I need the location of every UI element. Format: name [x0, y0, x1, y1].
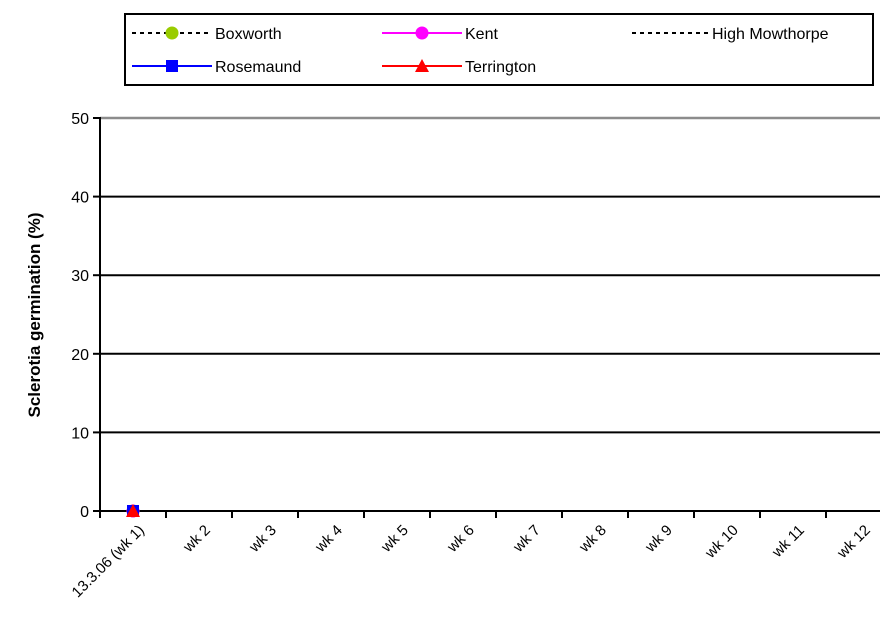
y-tick-labels: 0 10 20 30 40 50: [71, 111, 89, 521]
legend-swatch-marker: [415, 59, 429, 72]
x-tick-label: wk 2: [179, 522, 214, 557]
legend-swatch-marker: [166, 60, 178, 72]
x-tick-label: wk 5: [377, 522, 412, 557]
legend-label: Rosemaund: [215, 59, 301, 76]
x-tick-label: wk 8: [575, 522, 610, 557]
axes: [93, 117, 880, 518]
legend-item: High Mowthorpe: [632, 26, 829, 43]
y-tick-label: 10: [71, 425, 89, 442]
x-tick-label: wk 12: [833, 522, 873, 562]
legend-item: Rosemaund: [132, 59, 301, 76]
gridlines: [100, 116, 880, 434]
legend-swatch-marker: [415, 26, 429, 40]
legend-item: Kent: [382, 26, 498, 43]
y-tick-label: 30: [71, 268, 89, 285]
x-tick-label: wk 11: [768, 522, 808, 562]
legend-box: [124, 13, 874, 86]
legend-label: Boxworth: [215, 26, 282, 43]
legend-label: Terrington: [465, 59, 536, 76]
y-tick-label: 50: [71, 111, 89, 128]
data-point: [126, 504, 140, 517]
legend: Boxworth Kent High Mowthorpe Rosemaund Terri…: [124, 13, 874, 86]
x-tick-label: 13.3.06 (wk 1): [69, 522, 148, 601]
legend-label: Kent: [465, 26, 498, 43]
y-tick-label: 40: [71, 190, 89, 207]
series-terrington: [126, 504, 140, 517]
x-tick-label: wk 10: [701, 522, 741, 562]
series-layer: [126, 504, 140, 518]
legend-item: Boxworth: [132, 26, 282, 43]
x-tick-label: wk 9: [641, 522, 676, 557]
x-tick-label: wk 4: [311, 522, 346, 557]
legend-swatch-marker: [165, 26, 179, 40]
y-tick-label: 20: [71, 347, 89, 364]
x-tick-label: wk 3: [245, 522, 280, 557]
x-tick-label: wk 6: [443, 522, 478, 557]
y-axis-label: Sclerotia germination (%): [25, 213, 44, 418]
y-tick-label: 0: [80, 504, 89, 521]
legend-label: High Mowthorpe: [712, 26, 829, 43]
x-tick-labels: 13.3.06 (wk 1) wk 2 wk 3 wk 4 wk 5 wk 6 wk 7 wk…: [69, 522, 874, 601]
legend-item: Terrington: [382, 59, 536, 76]
x-tick-label: wk 7: [509, 522, 544, 557]
